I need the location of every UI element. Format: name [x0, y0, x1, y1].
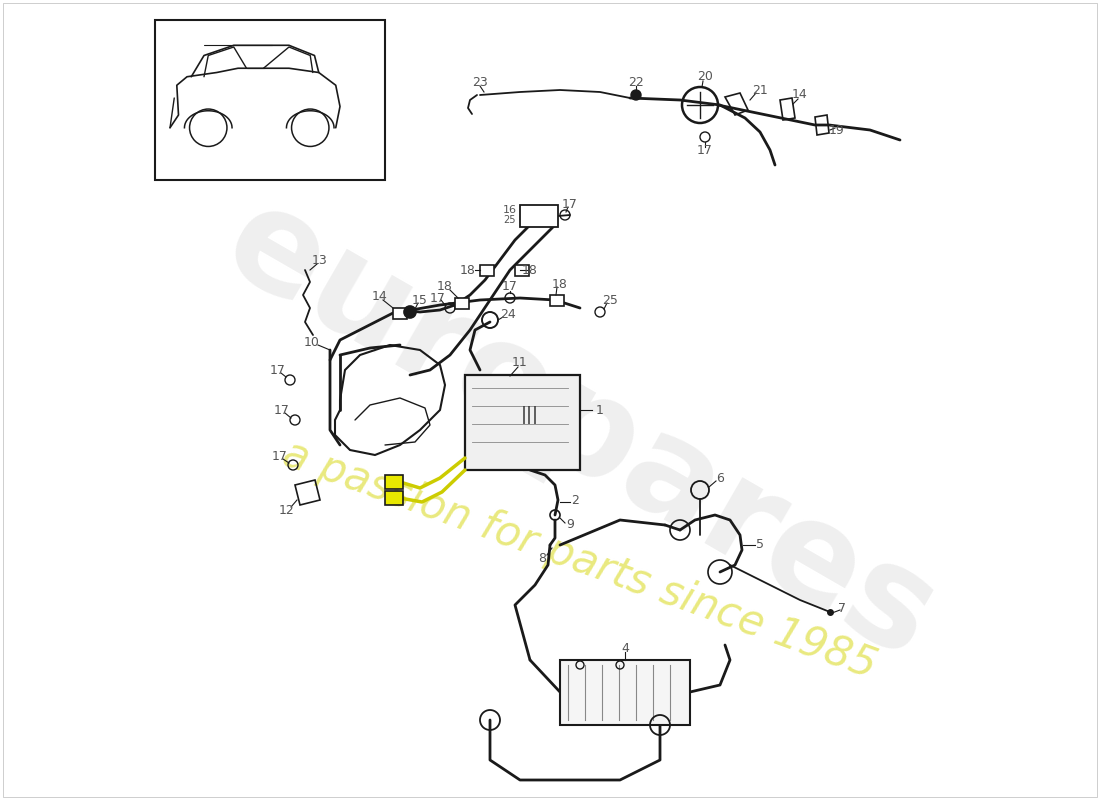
Text: 17: 17: [274, 403, 290, 417]
Text: 15: 15: [412, 294, 428, 306]
Text: 17: 17: [502, 281, 518, 294]
Bar: [385, 491, 403, 505]
Text: 6: 6: [716, 471, 724, 485]
Text: 21: 21: [752, 83, 768, 97]
Text: 4: 4: [621, 642, 629, 654]
Text: 1: 1: [596, 403, 604, 417]
Text: 17: 17: [271, 363, 286, 377]
Text: 18: 18: [437, 281, 453, 294]
Text: 17: 17: [272, 450, 288, 462]
Text: 20: 20: [697, 70, 713, 83]
Text: 14: 14: [372, 290, 388, 303]
Bar: [393, 308, 407, 319]
Text: 19: 19: [829, 123, 845, 137]
Bar: [480, 265, 494, 276]
Bar: [465, 375, 580, 470]
Text: 25: 25: [504, 215, 516, 225]
Text: 14: 14: [792, 89, 807, 102]
Bar: [155, 20, 385, 180]
Circle shape: [404, 306, 416, 318]
Text: 10: 10: [304, 335, 320, 349]
Bar: [385, 475, 403, 489]
Text: 16: 16: [503, 205, 517, 215]
Text: 17: 17: [430, 291, 446, 305]
Circle shape: [631, 90, 641, 100]
Bar: [515, 265, 529, 276]
Text: 24: 24: [500, 309, 516, 322]
Text: 12: 12: [279, 503, 295, 517]
Text: 7: 7: [838, 602, 846, 614]
Text: 25: 25: [602, 294, 618, 306]
Text: 13: 13: [312, 254, 328, 266]
Text: 2: 2: [571, 494, 579, 506]
Text: 22: 22: [628, 75, 643, 89]
Text: 11: 11: [513, 355, 528, 369]
Text: 18: 18: [522, 263, 538, 277]
Text: 23: 23: [472, 75, 488, 89]
Text: 17: 17: [697, 145, 713, 158]
Text: 9: 9: [566, 518, 574, 531]
Bar: [520, 205, 558, 227]
Text: europares: europares: [201, 173, 958, 687]
Text: a passion for parts since 1985: a passion for parts since 1985: [277, 433, 882, 687]
Text: 17: 17: [562, 198, 578, 211]
Text: |||: |||: [521, 406, 539, 424]
Bar: [560, 660, 690, 725]
Text: 18: 18: [552, 278, 568, 290]
Text: 5: 5: [756, 538, 764, 551]
Text: 8: 8: [538, 551, 546, 565]
Bar: [455, 298, 469, 309]
Bar: [550, 295, 564, 306]
Text: 18: 18: [460, 263, 476, 277]
